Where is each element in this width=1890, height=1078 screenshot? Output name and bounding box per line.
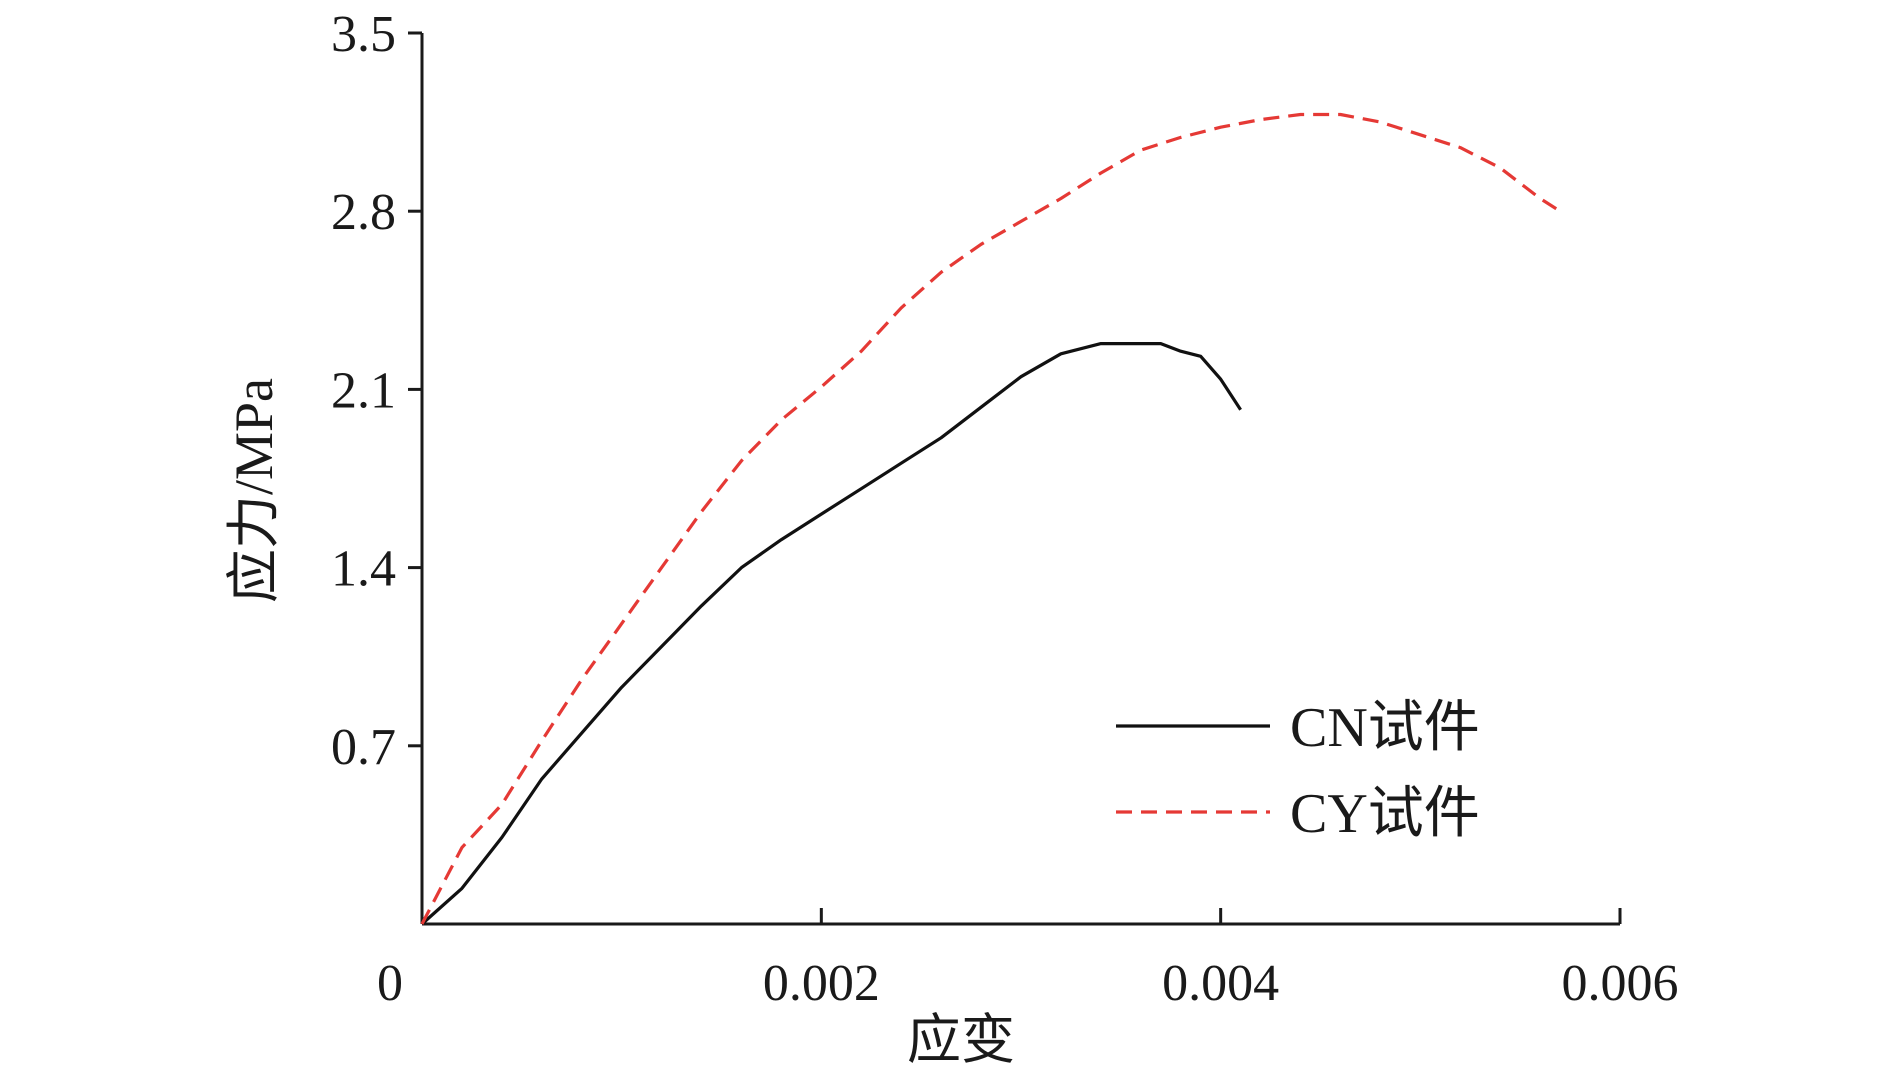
y-tick-label: 2.8	[331, 184, 396, 241]
series-line-0	[420, 342, 1242, 926]
x-tick-label: 0.002	[763, 955, 880, 1012]
series-layer	[420, 112, 1561, 926]
series-line-1	[420, 112, 1561, 925]
x-tick-label: 0	[377, 955, 403, 1012]
x-axis-label: 应变	[907, 1010, 1015, 1070]
legend-label-cn: CN试件	[1290, 697, 1480, 759]
axes: 0.7 1.4 2.1 2.8 3.5 0 0.002 0.004 0.006	[331, 6, 1679, 1012]
x-ticks: 0 0.002 0.004 0.006	[377, 908, 1679, 1012]
y-tick-label: 0.7	[331, 719, 396, 776]
legend: CN试件 CY试件	[1116, 697, 1480, 845]
legend-label-cy: CY试件	[1290, 783, 1480, 845]
y-tick-label: 2.1	[331, 362, 396, 419]
x-tick-label: 0.006	[1562, 955, 1679, 1012]
x-tick-label: 0.004	[1162, 955, 1279, 1012]
y-ticks: 0.7 1.4 2.1 2.8 3.5	[331, 6, 422, 776]
y-tick-label: 3.5	[331, 6, 396, 63]
y-tick-label: 1.4	[331, 541, 396, 598]
y-axis-label: 应力/MPa	[224, 378, 284, 603]
